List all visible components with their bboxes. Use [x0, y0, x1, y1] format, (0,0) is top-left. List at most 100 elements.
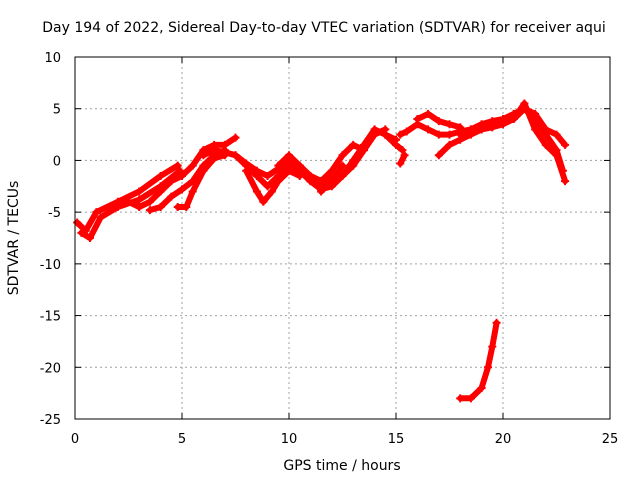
data-point: [274, 177, 283, 186]
series-arc-17: [434, 99, 570, 186]
data-point: [413, 115, 422, 124]
data-point: [488, 342, 497, 351]
y-tick-label: -15: [40, 310, 61, 325]
data-point: [199, 166, 208, 175]
data-point: [477, 383, 486, 392]
y-tick-label: -20: [40, 361, 61, 376]
y-tick-label: 0: [53, 154, 61, 169]
data-point: [259, 197, 268, 206]
data-point: [434, 151, 443, 160]
data-point: [77, 228, 86, 237]
data-point: [145, 197, 154, 206]
x-tick-label: 5: [178, 432, 186, 447]
data-point: [178, 185, 186, 194]
data-point: [552, 151, 561, 160]
data-point: [396, 159, 405, 168]
data-point: [338, 151, 347, 160]
data-point: [392, 140, 400, 149]
data-point: [73, 218, 82, 227]
plot-frame: [74, 56, 611, 420]
data-point: [210, 154, 219, 163]
series-arc-3: [124, 133, 240, 211]
x-tick-label: 10: [281, 432, 298, 447]
data-point: [398, 146, 407, 155]
data-point: [520, 104, 529, 113]
data-point: [434, 117, 443, 126]
data-point: [381, 130, 390, 139]
data-point: [188, 161, 197, 170]
data-point: [552, 130, 561, 139]
data-point: [531, 125, 540, 134]
y-tick-label: 5: [53, 103, 61, 118]
data-point: [541, 125, 550, 134]
data-point: [434, 130, 443, 139]
series-arc-19: [456, 318, 501, 403]
data-point: [456, 135, 465, 144]
data-point: [370, 130, 379, 139]
data-point: [349, 161, 358, 170]
data-point: [338, 161, 347, 170]
data-point: [484, 363, 493, 372]
series-arc-11: [317, 125, 390, 196]
data-series: [73, 99, 570, 403]
data-point: [295, 171, 304, 180]
series-arc-13: [396, 151, 409, 168]
data-point: [252, 187, 261, 196]
x-tick-label: 25: [602, 432, 619, 447]
series-arc-18: [509, 104, 570, 149]
data-point: [424, 109, 433, 118]
data-point: [210, 146, 219, 155]
data-point: [509, 115, 518, 124]
data-point: [156, 171, 165, 180]
data-point: [541, 140, 550, 149]
series-arc-10: [306, 140, 368, 186]
data-point: [182, 202, 191, 211]
y-tick-label: 10: [44, 51, 61, 66]
data-point: [445, 140, 454, 149]
data-point: [263, 182, 272, 191]
data-point: [178, 171, 186, 180]
data-point: [167, 192, 176, 201]
series-arc-2: [77, 166, 184, 242]
data-point: [135, 202, 144, 211]
data-point: [359, 146, 368, 155]
data-point: [135, 195, 144, 204]
data-point: [135, 187, 144, 196]
x-tick-label: 20: [495, 432, 512, 447]
data-point: [96, 213, 105, 222]
data-point: [231, 151, 240, 160]
data-point: [456, 394, 465, 403]
data-point: [306, 171, 315, 180]
data-point: [175, 166, 184, 175]
data-point: [252, 171, 261, 180]
data-point: [285, 151, 293, 160]
data-point: [531, 109, 540, 118]
y-tick-label: -25: [40, 413, 61, 428]
data-point: [173, 202, 182, 211]
data-point: [167, 177, 176, 186]
x-axis-title: GPS time / hours: [283, 458, 400, 474]
data-point: [561, 140, 570, 149]
data-point: [327, 177, 336, 186]
series-arc-15: [413, 109, 465, 132]
data-point: [199, 151, 208, 160]
x-tick-label: 0: [71, 432, 79, 447]
data-point: [456, 123, 465, 132]
data-point: [242, 166, 251, 175]
data-point: [156, 202, 165, 211]
data-point: [396, 130, 405, 139]
data-point: [267, 187, 276, 196]
series-arc-12: [381, 130, 407, 155]
data-point: [349, 140, 358, 149]
data-point: [327, 166, 336, 175]
data-point: [466, 130, 475, 139]
data-point: [488, 120, 497, 129]
data-point: [445, 130, 454, 139]
y-tick-label: -10: [40, 258, 61, 273]
data-point: [445, 120, 454, 129]
data-point: [338, 171, 347, 180]
data-point: [220, 148, 229, 157]
series-line: [510, 105, 569, 148]
y-tick-label: -5: [48, 206, 61, 221]
data-point: [92, 208, 101, 217]
